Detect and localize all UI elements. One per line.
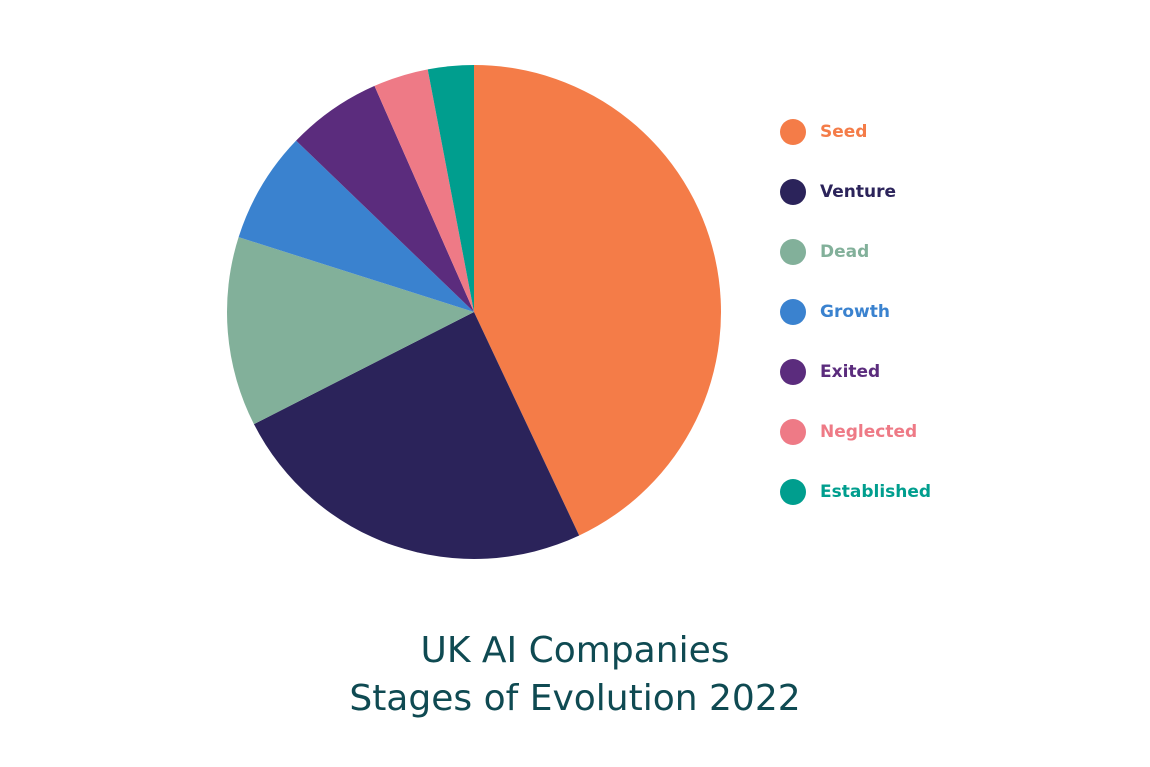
- legend-swatch: [780, 359, 806, 385]
- pie-slice: [226, 237, 474, 425]
- legend-label: Exited: [820, 362, 880, 382]
- legend-label: Established: [820, 482, 931, 502]
- legend-label: Growth: [820, 302, 890, 322]
- legend-swatch: [780, 179, 806, 205]
- pie-slice: [374, 69, 474, 312]
- chart-title: Stages of Evolution 2022: [349, 678, 800, 719]
- legend-label: Seed: [820, 122, 867, 142]
- pie-slice: [253, 312, 580, 559]
- legend-swatch: [780, 479, 806, 505]
- pie-slice: [427, 65, 474, 312]
- legend-swatch: [780, 239, 806, 265]
- pie-slice: [296, 85, 474, 313]
- legend-swatch: [780, 299, 806, 325]
- legend-label: Neglected: [820, 422, 917, 442]
- chart-title: UK AI Companies: [421, 630, 730, 671]
- legend-label: Dead: [820, 242, 869, 262]
- legend-swatch: [780, 119, 806, 145]
- pie-slice: [474, 65, 722, 536]
- pie-slice: [238, 140, 474, 312]
- legend-label: Venture: [820, 182, 896, 202]
- legend-swatch: [780, 419, 806, 445]
